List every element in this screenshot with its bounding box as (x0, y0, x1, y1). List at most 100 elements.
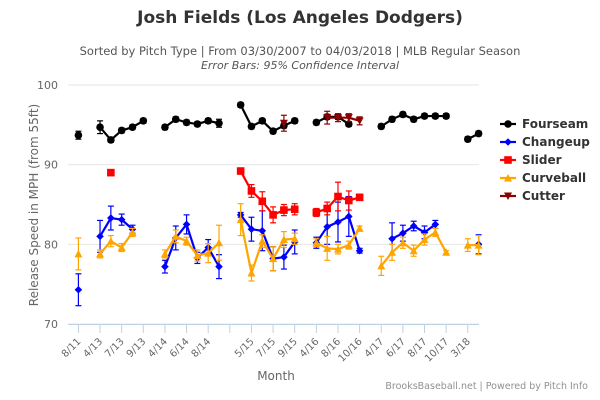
data-point[interactable] (139, 117, 148, 125)
data-point[interactable] (388, 248, 397, 256)
data-point[interactable] (160, 249, 169, 258)
data-point[interactable] (182, 220, 191, 229)
data-point[interactable] (74, 285, 83, 294)
legend-item-changeup[interactable]: Changeup (500, 135, 590, 149)
data-point[interactable] (420, 235, 429, 244)
data-point[interactable] (117, 243, 126, 252)
data-point[interactable] (344, 114, 353, 122)
data-point[interactable] (193, 251, 202, 259)
data-point[interactable] (355, 117, 364, 125)
data-point[interactable] (193, 120, 202, 128)
data-point[interactable] (355, 246, 364, 255)
data-point[interactable] (269, 254, 278, 263)
legend-item-cutter[interactable]: Cutter (500, 189, 565, 203)
data-point[interactable] (355, 193, 364, 202)
data-point[interactable] (312, 118, 321, 127)
data-point[interactable] (431, 228, 440, 236)
data-point[interactable] (420, 112, 429, 120)
data-point[interactable] (247, 269, 256, 277)
data-point[interactable] (258, 237, 267, 245)
data-point[interactable] (280, 253, 288, 261)
data-point[interactable] (463, 241, 472, 249)
data-point[interactable] (247, 225, 256, 233)
data-point[interactable] (399, 229, 407, 237)
data-point[interactable] (117, 215, 126, 224)
data-point[interactable] (323, 223, 331, 231)
data-point[interactable] (247, 122, 256, 131)
data-point[interactable] (182, 237, 191, 245)
data-point[interactable] (269, 211, 277, 219)
data-point[interactable] (96, 249, 105, 258)
legend-marker[interactable] (504, 120, 512, 128)
data-point[interactable] (344, 241, 353, 249)
data-point[interactable] (409, 246, 418, 255)
legend-item-slider[interactable]: Slider (500, 153, 562, 167)
data-point[interactable] (290, 205, 299, 214)
data-point[interactable] (117, 126, 126, 135)
data-point[interactable] (474, 129, 483, 138)
data-point[interactable] (247, 187, 256, 195)
data-point[interactable] (345, 196, 353, 205)
data-point[interactable] (431, 220, 440, 229)
data-point[interactable] (345, 212, 353, 221)
data-point[interactable] (215, 262, 223, 271)
data-point[interactable] (290, 117, 299, 125)
legend-marker[interactable] (504, 174, 512, 182)
data-point[interactable] (323, 204, 331, 213)
data-point[interactable] (182, 118, 191, 127)
legend[interactable]: Fourseam Changeup Slider Curveball Cutter (500, 117, 590, 203)
data-point[interactable] (258, 226, 267, 235)
data-point[interactable] (171, 115, 180, 124)
data-point[interactable] (279, 119, 288, 128)
data-point[interactable] (74, 249, 83, 258)
legend-item-fourseam[interactable]: Fourseam (500, 117, 588, 131)
data-point[interactable] (128, 228, 137, 236)
data-point[interactable] (74, 131, 83, 139)
data-point[interactable] (106, 237, 115, 245)
data-point[interactable] (312, 238, 321, 247)
data-point[interactable] (323, 114, 332, 122)
data-point[interactable] (96, 232, 104, 241)
data-point[interactable] (96, 123, 104, 132)
data-point[interactable] (355, 224, 364, 232)
data-point[interactable] (128, 123, 137, 132)
data-point[interactable] (236, 167, 245, 175)
legend-item-curveball[interactable]: Curveball (500, 171, 586, 185)
data-point[interactable] (161, 262, 169, 271)
data-point[interactable] (398, 238, 407, 247)
data-point[interactable] (409, 115, 418, 124)
data-point[interactable] (258, 197, 267, 206)
data-point[interactable] (107, 136, 115, 144)
legend-marker[interactable] (504, 192, 512, 201)
credits[interactable]: BrooksBaseball.net | Powered by Pitch In… (385, 381, 588, 392)
data-point[interactable] (323, 244, 332, 252)
data-point[interactable] (442, 248, 451, 256)
data-point[interactable] (236, 215, 245, 224)
legend-marker[interactable] (504, 138, 512, 146)
data-point[interactable] (399, 110, 407, 119)
data-point[interactable] (236, 101, 245, 109)
data-point[interactable] (269, 127, 277, 136)
data-point[interactable] (431, 112, 440, 120)
data-point[interactable] (334, 192, 342, 201)
data-point[interactable] (388, 115, 396, 124)
data-point[interactable] (377, 261, 386, 270)
data-point[interactable] (334, 218, 342, 226)
data-point[interactable] (409, 222, 418, 230)
data-point[interactable] (171, 232, 180, 240)
legend-marker[interactable] (504, 156, 512, 164)
data-point[interactable] (333, 114, 342, 122)
data-point[interactable] (215, 238, 224, 247)
data-point[interactable] (463, 135, 472, 143)
data-point[interactable] (333, 245, 342, 253)
data-point[interactable] (107, 168, 115, 177)
data-point[interactable] (258, 117, 267, 125)
data-point[interactable] (161, 123, 169, 132)
data-point[interactable] (474, 241, 483, 249)
data-point[interactable] (280, 206, 288, 214)
data-point[interactable] (204, 117, 212, 125)
data-point[interactable] (312, 208, 321, 217)
data-point[interactable] (442, 112, 450, 120)
data-point[interactable] (279, 235, 288, 244)
data-point[interactable] (107, 214, 115, 222)
